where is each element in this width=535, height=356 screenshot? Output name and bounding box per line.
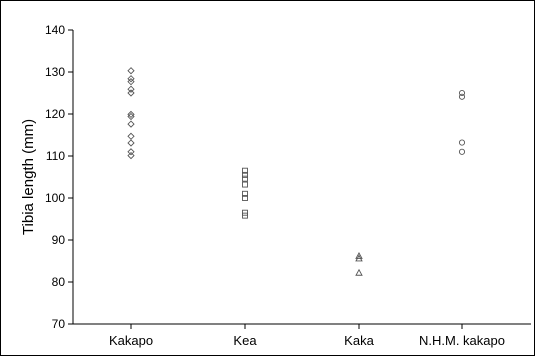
axes [72, 30, 531, 325]
y-tick-label: 140 [45, 23, 65, 37]
x-category-label: Kakapo [109, 333, 153, 348]
diamond-point [127, 132, 135, 140]
diamond-point [127, 75, 135, 83]
data-points [127, 67, 466, 276]
diamond-point [127, 89, 135, 97]
diamond-point [127, 85, 135, 93]
diamond-point [127, 78, 135, 86]
y-tick-label: 90 [52, 233, 66, 247]
circle-point [458, 93, 466, 100]
y-tick-label: 120 [45, 107, 65, 121]
diamond-point [127, 139, 135, 147]
square-point [242, 195, 248, 201]
triangle-point [355, 268, 363, 276]
diamond-point [127, 120, 135, 128]
square-point [242, 181, 248, 188]
diamond-point [127, 112, 135, 121]
y-tick-label: 110 [46, 149, 65, 163]
y-axis-ticks: 70 80 90 100 110 120 130 140 [45, 23, 73, 331]
triangle-point [355, 254, 363, 262]
square-point [242, 190, 248, 197]
y-axis-title: Tibia length (mm) [20, 119, 37, 235]
square-point [242, 167, 248, 174]
diamond-point [127, 67, 135, 75]
x-category-label: Kaka [344, 333, 374, 348]
y-tick-label: 80 [52, 275, 66, 289]
diamond-point [127, 151, 135, 160]
x-category-label: Kea [233, 333, 257, 348]
square-point [242, 171, 248, 178]
square-point [242, 175, 248, 182]
diamond-point [127, 110, 135, 119]
y-tick-label: 100 [45, 191, 65, 205]
y-tick-label: 70 [52, 317, 66, 331]
triangle-point [355, 252, 363, 259]
x-category-label: N.H.M. kakapo [419, 333, 505, 348]
circle-point [458, 148, 466, 155]
circle-point [458, 139, 466, 146]
square-point [242, 212, 248, 219]
diamond-point [127, 148, 135, 156]
circle-point [458, 89, 466, 97]
x-axis-categories: Kakapo Kea Kaka N.H.M. kakapo [109, 324, 505, 348]
y-tick-label: 130 [45, 65, 65, 79]
